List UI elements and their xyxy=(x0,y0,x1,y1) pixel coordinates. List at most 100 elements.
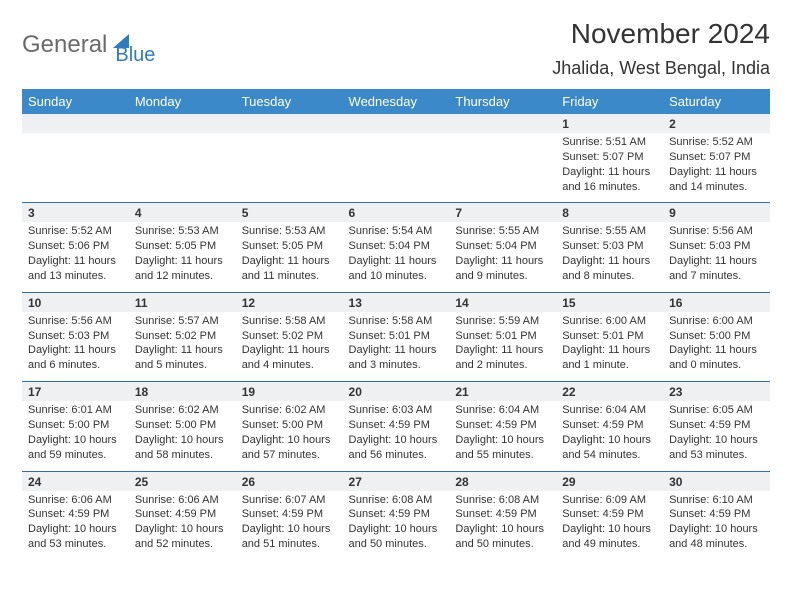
daylight-text: and 16 minutes. xyxy=(562,180,657,195)
sunset-text: Sunset: 4:59 PM xyxy=(562,418,657,433)
sunrise-text: Sunrise: 6:08 AM xyxy=(349,493,444,508)
sunrise-text: Sunrise: 6:05 AM xyxy=(669,403,764,418)
dayhead-sat: Saturday xyxy=(663,89,770,114)
day-cell xyxy=(236,133,343,203)
sunset-text: Sunset: 4:59 PM xyxy=(669,418,764,433)
day-cell: Sunrise: 6:00 AMSunset: 5:01 PMDaylight:… xyxy=(556,312,663,382)
sunrise-text: Sunrise: 6:06 AM xyxy=(28,493,123,508)
daylight-text: Daylight: 11 hours xyxy=(562,165,657,180)
sunset-text: Sunset: 5:06 PM xyxy=(28,239,123,254)
day-number: 9 xyxy=(663,203,770,222)
daylight-text: and 54 minutes. xyxy=(562,448,657,463)
day-cell: Sunrise: 5:56 AMSunset: 5:03 PMDaylight:… xyxy=(663,222,770,292)
sunset-text: Sunset: 5:07 PM xyxy=(562,150,657,165)
sunrise-text: Sunrise: 6:04 AM xyxy=(455,403,550,418)
day-number: 19 xyxy=(236,382,343,401)
sunset-text: Sunset: 5:00 PM xyxy=(28,418,123,433)
sunrise-text: Sunrise: 6:00 AM xyxy=(669,314,764,329)
daylight-text: Daylight: 10 hours xyxy=(455,433,550,448)
day-number: 25 xyxy=(129,472,236,491)
sunrise-text: Sunrise: 5:52 AM xyxy=(28,224,123,239)
day-number: 5 xyxy=(236,203,343,222)
day-cell: Sunrise: 6:08 AMSunset: 4:59 PMDaylight:… xyxy=(449,491,556,560)
sunset-text: Sunset: 5:01 PM xyxy=(562,329,657,344)
day-number: 29 xyxy=(556,472,663,491)
sunrise-text: Sunrise: 5:58 AM xyxy=(349,314,444,329)
logo-text-blue: Blue xyxy=(115,44,155,67)
dayhead-wed: Wednesday xyxy=(343,89,450,114)
sunset-text: Sunset: 5:00 PM xyxy=(669,329,764,344)
day-number xyxy=(22,114,129,133)
sunrise-text: Sunrise: 6:03 AM xyxy=(349,403,444,418)
day-cell xyxy=(129,133,236,203)
daylight-text: Daylight: 10 hours xyxy=(135,522,230,537)
day-cell: Sunrise: 5:54 AMSunset: 5:04 PMDaylight:… xyxy=(343,222,450,292)
location: Jhalida, West Bengal, India xyxy=(552,58,770,79)
sunrise-text: Sunrise: 5:51 AM xyxy=(562,135,657,150)
daylight-text: and 51 minutes. xyxy=(242,537,337,552)
sunset-text: Sunset: 5:04 PM xyxy=(349,239,444,254)
sunset-text: Sunset: 4:59 PM xyxy=(669,507,764,522)
sunrise-text: Sunrise: 6:04 AM xyxy=(562,403,657,418)
day-cell: Sunrise: 6:02 AMSunset: 5:00 PMDaylight:… xyxy=(129,401,236,471)
daylight-text: and 56 minutes. xyxy=(349,448,444,463)
sunset-text: Sunset: 5:00 PM xyxy=(242,418,337,433)
sunset-text: Sunset: 4:59 PM xyxy=(562,507,657,522)
daylight-text: Daylight: 10 hours xyxy=(28,433,123,448)
daylight-text: and 12 minutes. xyxy=(135,269,230,284)
sunset-text: Sunset: 5:03 PM xyxy=(562,239,657,254)
daylight-text: and 7 minutes. xyxy=(669,269,764,284)
day-cell: Sunrise: 5:58 AMSunset: 5:01 PMDaylight:… xyxy=(343,312,450,382)
day-cell: Sunrise: 5:55 AMSunset: 5:04 PMDaylight:… xyxy=(449,222,556,292)
daylight-text: Daylight: 10 hours xyxy=(669,433,764,448)
daylight-text: Daylight: 10 hours xyxy=(349,522,444,537)
sunrise-text: Sunrise: 6:08 AM xyxy=(455,493,550,508)
day-cell: Sunrise: 6:01 AMSunset: 5:00 PMDaylight:… xyxy=(22,401,129,471)
daylight-text: Daylight: 11 hours xyxy=(562,343,657,358)
day-number: 30 xyxy=(663,472,770,491)
sunrise-text: Sunrise: 6:09 AM xyxy=(562,493,657,508)
day-number: 21 xyxy=(449,382,556,401)
day-number: 24 xyxy=(22,472,129,491)
daynum-row: 10111213141516 xyxy=(22,293,770,312)
daylight-text: Daylight: 10 hours xyxy=(135,433,230,448)
daylight-text: Daylight: 11 hours xyxy=(349,254,444,269)
daylight-text: and 0 minutes. xyxy=(669,358,764,373)
sunrise-text: Sunrise: 5:55 AM xyxy=(455,224,550,239)
daylight-text: and 8 minutes. xyxy=(562,269,657,284)
daylight-text: and 50 minutes. xyxy=(455,537,550,552)
daylight-text: Daylight: 11 hours xyxy=(135,254,230,269)
daylight-text: Daylight: 10 hours xyxy=(562,433,657,448)
sunset-text: Sunset: 5:00 PM xyxy=(135,418,230,433)
daylight-text: and 9 minutes. xyxy=(455,269,550,284)
day-cell: Sunrise: 5:52 AMSunset: 5:07 PMDaylight:… xyxy=(663,133,770,203)
sunrise-text: Sunrise: 5:54 AM xyxy=(349,224,444,239)
dayhead-sun: Sunday xyxy=(22,89,129,114)
day-number: 16 xyxy=(663,293,770,312)
daylight-text: Daylight: 11 hours xyxy=(28,343,123,358)
day-number: 15 xyxy=(556,293,663,312)
daylight-text: and 6 minutes. xyxy=(28,358,123,373)
day-cell: Sunrise: 5:57 AMSunset: 5:02 PMDaylight:… xyxy=(129,312,236,382)
dayhead-thu: Thursday xyxy=(449,89,556,114)
dayhead-fri: Friday xyxy=(556,89,663,114)
daylight-text: Daylight: 11 hours xyxy=(669,343,764,358)
day-cell: Sunrise: 5:53 AMSunset: 5:05 PMDaylight:… xyxy=(129,222,236,292)
sunrise-text: Sunrise: 5:59 AM xyxy=(455,314,550,329)
day-number: 6 xyxy=(343,203,450,222)
daylight-text: and 13 minutes. xyxy=(28,269,123,284)
day-number: 23 xyxy=(663,382,770,401)
day-cell: Sunrise: 5:52 AMSunset: 5:06 PMDaylight:… xyxy=(22,222,129,292)
daylight-text: and 2 minutes. xyxy=(455,358,550,373)
daylight-text: and 57 minutes. xyxy=(242,448,337,463)
day-cell: Sunrise: 5:55 AMSunset: 5:03 PMDaylight:… xyxy=(556,222,663,292)
daylight-text: Daylight: 11 hours xyxy=(242,254,337,269)
daylight-text: and 48 minutes. xyxy=(669,537,764,552)
detail-row: Sunrise: 5:56 AMSunset: 5:03 PMDaylight:… xyxy=(22,312,770,382)
calendar-table: Sunday Monday Tuesday Wednesday Thursday… xyxy=(22,89,770,560)
daylight-text: and 50 minutes. xyxy=(349,537,444,552)
daylight-text: Daylight: 11 hours xyxy=(455,343,550,358)
daylight-text: Daylight: 10 hours xyxy=(28,522,123,537)
sunset-text: Sunset: 4:59 PM xyxy=(349,507,444,522)
sunset-text: Sunset: 5:04 PM xyxy=(455,239,550,254)
